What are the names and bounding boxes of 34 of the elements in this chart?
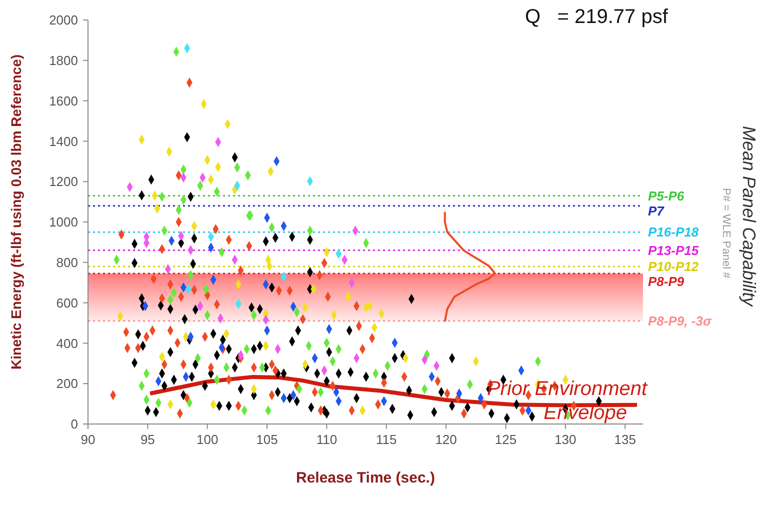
y-tick-label: 1400 — [49, 134, 78, 149]
y-tick-label: 1200 — [49, 174, 78, 190]
y-tick-label: 1000 — [49, 214, 78, 230]
x-tick-label: 110 — [316, 432, 338, 448]
y-tick-label: 1600 — [49, 93, 78, 108]
x-tick-label: 90 — [80, 432, 96, 448]
y-tick-label: 800 — [56, 255, 78, 270]
y-tick-label: 1800 — [49, 53, 78, 68]
x-tick-label: 125 — [494, 432, 517, 448]
x-tick-label: 115 — [376, 432, 397, 448]
ref-line-label: P7 — [648, 203, 665, 218]
x-tick-label: 120 — [435, 432, 457, 448]
y-tick-label: 200 — [56, 376, 78, 392]
y-axis-title: Kinetic Energy (ft-lbf using 0.03 lbm Reference) — [8, 54, 24, 370]
x-tick-label: 135 — [614, 432, 636, 448]
x-tick-label: 95 — [140, 432, 155, 448]
text: P# = WLE Panel # — [720, 188, 732, 278]
x-tick-label: 130 — [554, 432, 576, 448]
ref-line-label: P5-P6 — [648, 188, 685, 204]
y-tick-label: 600 — [56, 295, 78, 310]
ref-line-label: P8-P9 — [648, 274, 685, 290]
y-tick-label: 2000 — [49, 12, 78, 28]
ref-line-label: P13-P15 — [648, 242, 700, 258]
line-series — [444, 210, 496, 322]
y-tick-label: 400 — [56, 336, 78, 351]
x-axis-title: Release Time (sec.) — [296, 470, 435, 487]
ref-line-label: P16-P18 — [648, 224, 700, 240]
text: Mean Panel Capability — [738, 126, 759, 306]
x-tick-label: 100 — [196, 432, 218, 448]
ref-line-label: P8-P9, -3σ — [648, 314, 713, 329]
ref-line-label: P10-P12 — [648, 259, 700, 274]
annotation: Q = 219.77 psf — [525, 6, 668, 29]
x-tick-label: 105 — [256, 432, 278, 448]
y-tick-label: 0 — [70, 416, 78, 432]
